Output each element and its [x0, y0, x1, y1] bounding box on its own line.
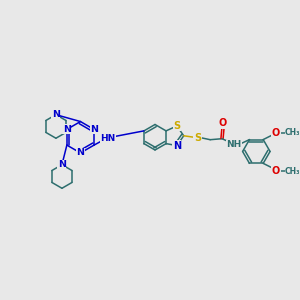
Text: HN: HN	[100, 134, 116, 143]
Text: N: N	[63, 125, 71, 134]
Text: N: N	[52, 110, 60, 119]
Text: CH₃: CH₃	[285, 167, 300, 176]
Text: N: N	[58, 160, 66, 169]
Text: O: O	[219, 118, 227, 128]
Text: CH₃: CH₃	[285, 128, 300, 137]
Text: NH: NH	[226, 140, 242, 149]
Text: S: S	[173, 121, 180, 131]
Text: O: O	[272, 166, 280, 176]
Text: S: S	[194, 133, 201, 143]
Text: O: O	[272, 128, 280, 138]
Text: N: N	[90, 125, 98, 134]
Text: N: N	[173, 141, 181, 151]
Text: N: N	[76, 148, 85, 158]
